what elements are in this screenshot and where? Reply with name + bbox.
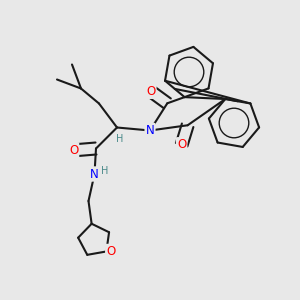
Text: O: O [69,143,78,157]
Text: H: H [101,166,109,176]
Text: N: N [90,167,99,181]
Text: O: O [177,138,186,151]
Text: O: O [106,245,116,258]
Text: O: O [146,85,155,98]
Text: H: H [116,134,124,145]
Text: N: N [146,124,154,137]
